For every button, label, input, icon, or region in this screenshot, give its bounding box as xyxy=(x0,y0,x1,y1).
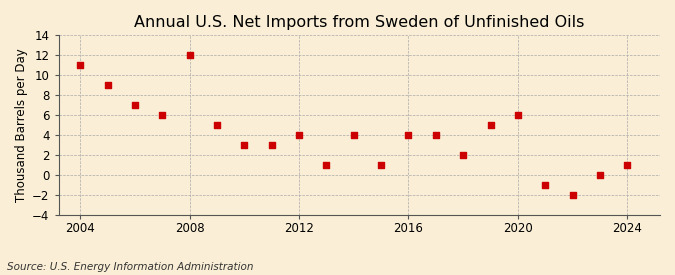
Point xyxy=(130,103,140,108)
Point xyxy=(321,163,332,167)
Point xyxy=(431,133,441,138)
Point xyxy=(239,143,250,147)
Point xyxy=(184,53,195,57)
Point xyxy=(103,83,113,87)
Point xyxy=(403,133,414,138)
Y-axis label: Thousand Barrels per Day: Thousand Barrels per Day xyxy=(15,48,28,202)
Point xyxy=(540,183,551,188)
Point xyxy=(348,133,359,138)
Point xyxy=(212,123,223,128)
Point xyxy=(512,113,523,117)
Text: Source: U.S. Energy Information Administration: Source: U.S. Energy Information Administ… xyxy=(7,262,253,272)
Point xyxy=(376,163,387,167)
Point xyxy=(567,193,578,197)
Point xyxy=(267,143,277,147)
Point xyxy=(622,163,632,167)
Point xyxy=(485,123,496,128)
Point xyxy=(75,63,86,68)
Point xyxy=(458,153,468,158)
Point xyxy=(294,133,304,138)
Title: Annual U.S. Net Imports from Sweden of Unfinished Oils: Annual U.S. Net Imports from Sweden of U… xyxy=(134,15,585,30)
Point xyxy=(157,113,168,117)
Point xyxy=(595,173,605,177)
